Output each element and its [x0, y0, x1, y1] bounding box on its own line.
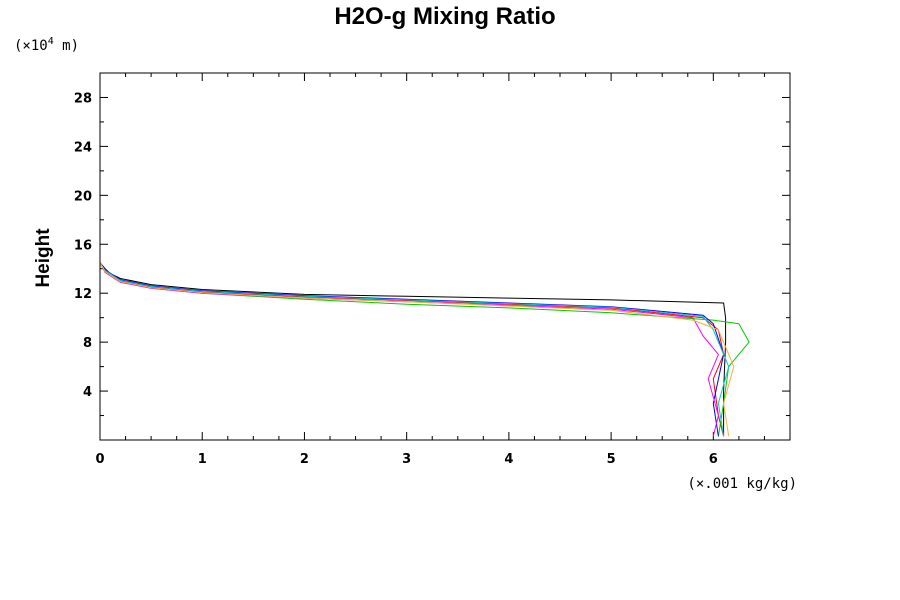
series-line-4 — [99, 73, 719, 437]
plot-frame — [99, 72, 791, 441]
y-axis-unit-exponent: 4 — [48, 36, 54, 47]
series-layer — [99, 73, 750, 437]
x-tick-label: 0 — [95, 452, 104, 467]
x-tick-label: 4 — [504, 452, 513, 467]
y-axis-label: Height — [33, 228, 54, 288]
x-tick-label: 1 — [198, 452, 207, 467]
chart-title: H2O-g Mixing Ratio — [334, 3, 555, 30]
y-tick-label: 12 — [74, 287, 92, 302]
series-line-5 — [99, 262, 730, 437]
series-line-6 — [99, 262, 735, 437]
y-tick-label: 28 — [74, 91, 92, 106]
y-tick-label: 8 — [83, 336, 92, 351]
y-axis-unit: (×104 m) — [14, 36, 79, 54]
x-tick-label: 5 — [607, 452, 616, 467]
y-tick-label: 16 — [74, 238, 92, 253]
x-tick-label: 3 — [402, 452, 411, 467]
x-tick-label: 2 — [300, 452, 309, 467]
y-tick-label: 24 — [74, 140, 92, 155]
series-line-0 — [99, 73, 727, 437]
y-axis-unit-suffix: m) — [54, 38, 79, 54]
x-axis-unit: (×.001 kg/kg) — [687, 476, 797, 492]
y-axis-unit-prefix: (×10 — [14, 38, 48, 54]
y-tick-label: 4 — [83, 385, 92, 400]
series-line-1 — [99, 262, 725, 437]
y-tick-label: 20 — [74, 189, 92, 204]
x-tick-label: 6 — [709, 452, 718, 467]
